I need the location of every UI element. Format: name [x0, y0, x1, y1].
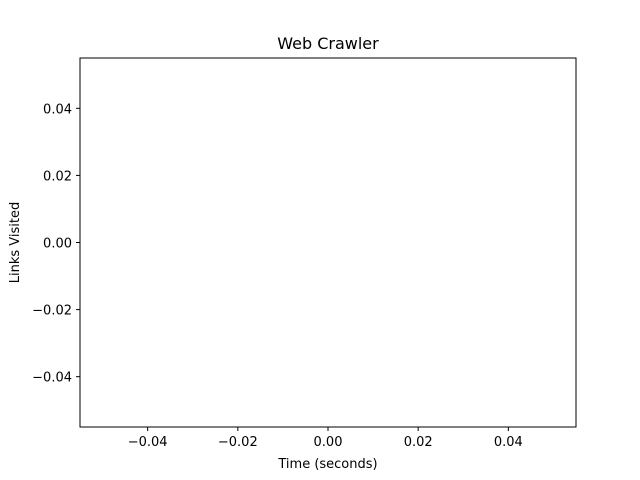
plot-area [80, 58, 576, 427]
x-axis-ticks: −0.04 −0.02 0.00 0.02 0.04 [128, 427, 523, 450]
x-tick-label: 0.02 [404, 435, 433, 450]
y-tick-label: −0.04 [32, 371, 72, 386]
y-tick-label: 0.04 [43, 102, 72, 117]
x-tick-label: 0.04 [494, 435, 523, 450]
y-tick-label: 0.02 [43, 169, 72, 184]
y-axis-title: Links Visited [8, 202, 23, 283]
x-tick-label: −0.02 [218, 435, 258, 450]
chart-title: Web Crawler [277, 34, 379, 53]
x-axis-title: Time (seconds) [277, 457, 377, 472]
plot-frame [79, 57, 577, 428]
y-axis-ticks: 0.04 0.02 0.00 −0.02 −0.04 [32, 102, 80, 386]
x-tick-label: −0.04 [128, 435, 168, 450]
y-tick-label: −0.02 [32, 304, 72, 319]
y-tick-label: 0.00 [43, 237, 72, 252]
x-tick-label: 0.00 [314, 435, 343, 450]
